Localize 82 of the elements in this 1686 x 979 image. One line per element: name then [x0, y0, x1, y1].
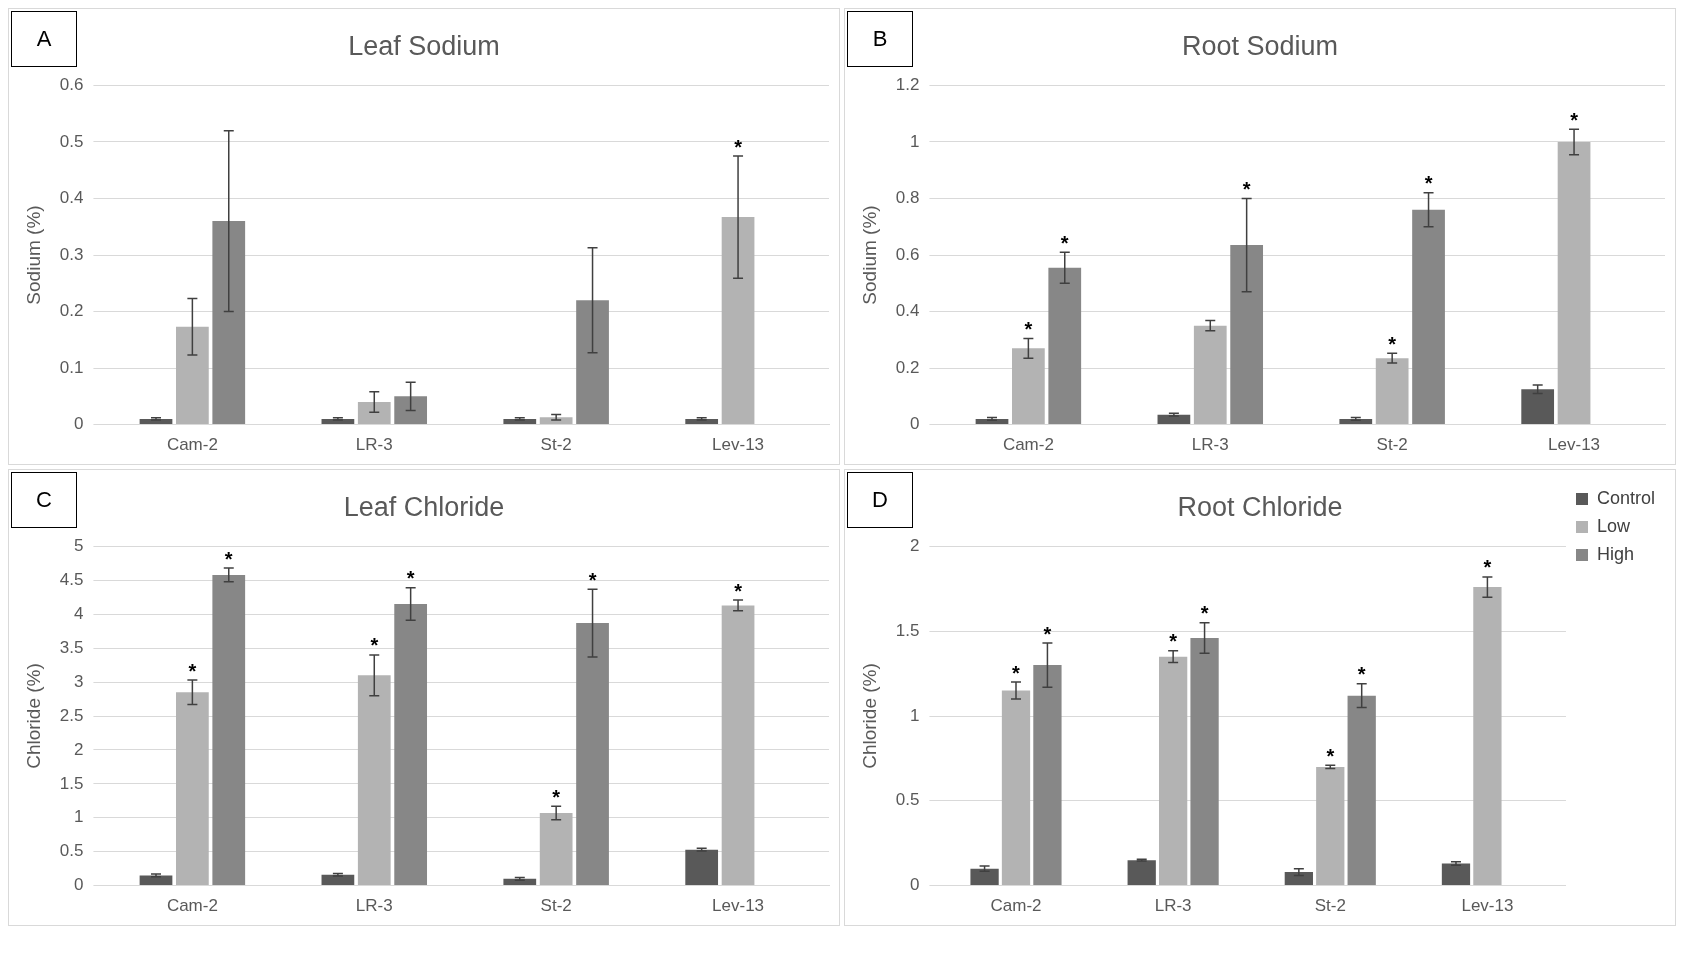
y-tick-label: 0.4 [895, 301, 920, 321]
data-label: * [1169, 630, 1178, 653]
y-tick-label: 2 [73, 739, 84, 759]
y-tick-label: 0.2 [895, 357, 920, 377]
data-label: * [588, 568, 597, 591]
y-axis-title: Chloride (%) [858, 663, 880, 769]
text: D [847, 472, 913, 528]
data-label: * [406, 567, 415, 590]
x-tick-label: St-2 [540, 896, 572, 916]
chart-title: Leaf Chloride [343, 491, 505, 522]
legend-label: Low [1596, 515, 1631, 536]
x-tick-label: LR-3 [1191, 435, 1229, 455]
x-tick-label: Lev-13 [1461, 896, 1514, 916]
y-axis-title: Sodium (%) [858, 205, 880, 305]
data-label: * [1043, 622, 1052, 645]
y-tick-label: 0.2 [59, 301, 84, 321]
y-tick-label: 1.5 [895, 620, 920, 640]
data-label: * [188, 659, 197, 682]
y-tick-label: 0.6 [895, 244, 920, 264]
data-label: * [1424, 172, 1433, 195]
y-tick-label: 2.5 [59, 705, 84, 725]
data-label: * [1200, 602, 1209, 625]
data-label: * [1388, 332, 1397, 355]
y-axis-title: Sodium (%) [22, 205, 44, 305]
y-tick-label: 0.1 [59, 357, 84, 377]
y-tick-label: 1 [909, 705, 920, 725]
y-tick-label: 5 [73, 536, 84, 556]
data-label: * [1060, 231, 1069, 254]
y-tick-label: 4.5 [59, 570, 84, 590]
y-tick-label: 3 [73, 671, 84, 691]
data-label: * [1570, 108, 1579, 131]
x-tick-label: Lev-13 [712, 896, 765, 916]
y-tick-label: 0 [73, 414, 84, 434]
x-tick-label: Lev-13 [1548, 435, 1601, 455]
y-tick-label: 2 [909, 536, 920, 556]
data-label: * [224, 547, 233, 570]
x-tick-label: Lev-13 [712, 435, 765, 455]
text: A [11, 11, 77, 67]
data-label: * [734, 135, 743, 158]
y-tick-label: 1.5 [59, 773, 84, 793]
data-label: * [1357, 663, 1366, 686]
x-tick-label: Cam-2 [1002, 435, 1054, 455]
y-tick-label: 0.4 [59, 188, 84, 208]
y-tick-label: 1 [73, 807, 84, 827]
y-tick-label: 0 [73, 875, 84, 895]
y-tick-label: 0.5 [59, 131, 84, 151]
data-label: * [370, 634, 379, 657]
x-tick-label: LR-3 [355, 435, 393, 455]
data-label: * [552, 785, 561, 808]
chart-title: Root Sodium [1181, 30, 1339, 61]
y-tick-label: 0.5 [59, 841, 84, 861]
chart-title: Root Chloride [1177, 491, 1343, 522]
y-tick-label: 0 [909, 414, 920, 434]
y-tick-label: 0.5 [895, 790, 920, 810]
x-tick-label: LR-3 [1154, 896, 1192, 916]
y-axis-title: Chloride (%) [22, 663, 44, 769]
data-label: * [1242, 177, 1251, 200]
y-tick-label: 0.8 [895, 188, 920, 208]
x-tick-label: St-2 [1376, 435, 1408, 455]
x-tick-label: Cam-2 [990, 896, 1042, 916]
data-label: * [1326, 744, 1335, 767]
data-label: * [1483, 556, 1492, 579]
x-tick-label: St-2 [1314, 896, 1346, 916]
data-label: * [1012, 661, 1021, 684]
y-tick-label: 3.5 [59, 637, 84, 657]
x-tick-label: Cam-2 [166, 896, 218, 916]
x-tick-label: LR-3 [355, 896, 393, 916]
data-label: * [734, 579, 743, 602]
y-tick-label: 0 [909, 875, 920, 895]
data-label: * [1024, 317, 1033, 340]
y-tick-label: 1 [909, 131, 920, 151]
x-tick-label: Cam-2 [166, 435, 218, 455]
y-tick-label: 4 [73, 603, 84, 623]
legend-label: Control [1596, 487, 1656, 508]
legend-label: High [1596, 543, 1635, 564]
text: B [847, 11, 913, 67]
text: C [11, 472, 77, 528]
x-tick-label: St-2 [540, 435, 572, 455]
y-tick-label: 0.6 [59, 75, 84, 95]
y-tick-label: 0.3 [59, 244, 84, 264]
chart-title: Leaf Sodium [348, 30, 500, 61]
y-tick-label: 1.2 [895, 75, 920, 95]
